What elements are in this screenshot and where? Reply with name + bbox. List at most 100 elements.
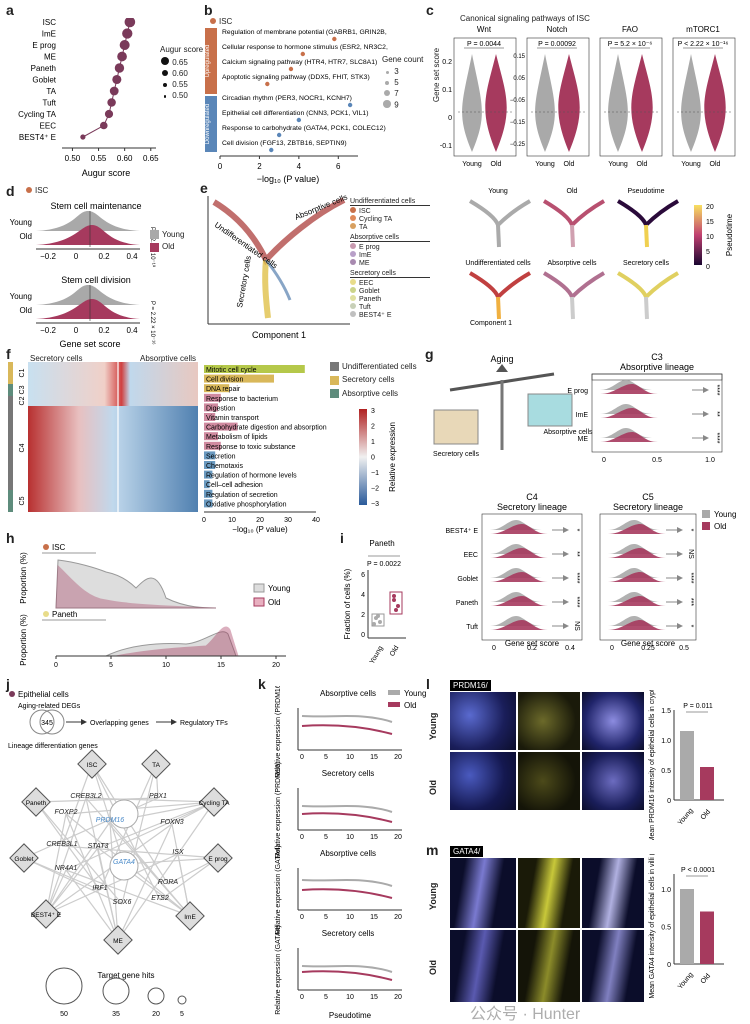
e-small-title: Undifferentiated cells xyxy=(465,260,531,267)
svg-text:0: 0 xyxy=(74,326,79,335)
svg-text:Pseudotime: Pseudotime xyxy=(725,213,734,256)
b-term: Cell division (FGF13, ZBTB16, SEPTIN9) xyxy=(222,140,347,147)
e-branch-minor xyxy=(264,259,292,301)
f-term: Response to toxic substance xyxy=(206,444,296,451)
svg-text:Young: Young xyxy=(268,584,290,593)
g-ridge-old xyxy=(490,524,548,534)
j-celltype-node xyxy=(203,843,233,873)
a-legend: Augur score 0.65 0.60 0.55 0.50 xyxy=(160,45,210,102)
svg-text:1.0: 1.0 xyxy=(705,457,715,464)
g-absorptive-cup xyxy=(527,393,573,427)
m-img-young-1 xyxy=(450,858,516,928)
j-tf-node: ISX xyxy=(172,849,184,856)
svg-text:15: 15 xyxy=(370,914,378,921)
svg-text:0.5: 0.5 xyxy=(661,925,671,932)
g-ridge-old xyxy=(608,548,666,558)
f-term: Oxidative phosphorylation xyxy=(206,501,287,508)
j-tf-node: CREB3L1 xyxy=(46,841,77,848)
bar-old xyxy=(700,767,714,800)
f-term: DNA repair xyxy=(206,386,241,393)
g-sig: **** xyxy=(573,573,580,584)
svg-text:EEC: EEC xyxy=(464,552,478,559)
svg-text:−3: −3 xyxy=(371,501,379,508)
f-bar xyxy=(204,374,274,383)
svg-text:Young: Young xyxy=(404,689,426,698)
svg-text:TA: TA xyxy=(152,762,160,769)
a-cell-label: ME xyxy=(44,53,56,62)
svg-text:10: 10 xyxy=(346,914,354,921)
svg-text:0: 0 xyxy=(300,994,304,1001)
b-term: Circadian rhythm (PER3, NOCR1, KCNH7) xyxy=(222,95,352,102)
l-img-young-1 xyxy=(450,692,516,750)
k-line-young xyxy=(301,965,393,973)
a-cell-label: Paneth xyxy=(31,64,56,73)
j-tf-node: PRDM16 xyxy=(96,817,125,824)
f-term: Cell–cell adhesion xyxy=(206,482,263,489)
svg-text:10: 10 xyxy=(162,662,170,669)
svg-text:Old: Old xyxy=(268,598,280,607)
svg-text:Component 1: Component 1 xyxy=(252,330,306,340)
svg-text:10: 10 xyxy=(346,834,354,841)
e-small-branch xyxy=(468,271,531,301)
b-dot xyxy=(265,81,270,87)
j-celltype-node xyxy=(31,899,61,929)
svg-text:Paneth: Paneth xyxy=(369,539,394,548)
g-chart: Aging Secretory cells Absorptive cells C3Ab… xyxy=(433,352,736,650)
a-cell-label: Goblet xyxy=(32,76,56,85)
svg-text:Old: Old xyxy=(491,161,502,168)
c-plot-title: FAO xyxy=(622,25,638,34)
svg-text:BEST4⁺ E: BEST4⁺ E xyxy=(446,528,479,535)
svg-text:1: 1 xyxy=(371,439,375,446)
e-small-title: Absorptive cells xyxy=(547,260,597,267)
svg-text:ImE: ImE xyxy=(576,412,589,419)
c-violin-young xyxy=(535,54,555,152)
j-celltype-node xyxy=(21,787,51,817)
svg-text:0.2: 0.2 xyxy=(527,645,537,650)
f-cluster-bar xyxy=(8,490,13,512)
bar-young xyxy=(680,731,694,800)
svg-text:Fraction of cells (%): Fraction of cells (%) xyxy=(343,568,352,639)
e-pseudotime-colorbar xyxy=(694,205,702,265)
g-sig: ** xyxy=(573,551,580,557)
g-ridge-old xyxy=(490,548,548,558)
svg-text:E prog: E prog xyxy=(567,388,588,395)
bar-young xyxy=(680,889,694,964)
svg-text:−2: −2 xyxy=(371,486,379,493)
m-img-young-3 xyxy=(582,858,644,928)
svg-text:Lineage differentiation genes: Lineage differentiation genes xyxy=(8,743,98,750)
d-density-old xyxy=(36,225,140,245)
svg-text:1.5: 1.5 xyxy=(661,708,671,715)
e-small-title: Pseudotime xyxy=(628,188,665,195)
m-img-old-2 xyxy=(518,930,580,1002)
c-ytick: 0.1 xyxy=(442,87,452,94)
panel-b-label: b xyxy=(204,2,213,18)
g-ridge-old xyxy=(490,596,548,606)
svg-text:Absorptive cells: Absorptive cells xyxy=(543,429,593,436)
svg-text:Old: Old xyxy=(710,161,721,168)
svg-text:C5: C5 xyxy=(642,492,654,502)
a-cell-label: BEST4⁺ E xyxy=(19,133,56,142)
panel-d-label: d xyxy=(6,183,15,199)
svg-text:0: 0 xyxy=(667,798,671,805)
e-legend-group: Undifferentiated cells xyxy=(350,198,430,206)
k-title: Absorptive cells xyxy=(320,689,376,698)
svg-text:0: 0 xyxy=(610,645,614,650)
a-tick: 0.65 xyxy=(143,154,159,163)
j-tf-node: CREB3L2 xyxy=(70,793,101,800)
f-cluster-bar xyxy=(8,396,13,406)
f-heatmap: C1 C3 C2 C4 C5 Mitotic cell cycle Cell divisio… xyxy=(8,362,327,534)
c-violin-old xyxy=(631,54,653,152)
f-secretory-label: Secretory cells xyxy=(30,354,83,363)
e-small-branch xyxy=(542,271,605,301)
svg-text:15: 15 xyxy=(217,662,225,669)
svg-text:10: 10 xyxy=(706,234,714,241)
svg-text:6: 6 xyxy=(361,572,365,579)
svg-text:20: 20 xyxy=(394,754,402,761)
j-count: 345 xyxy=(41,720,53,727)
c-p-value: P = 5.2 × 10⁻⁶ xyxy=(608,41,653,48)
b-term: Calcium signaling pathway (HTR4, HTR7, S… xyxy=(222,59,377,66)
h-paneth-old xyxy=(115,626,239,657)
svg-text:0: 0 xyxy=(300,834,304,841)
m-img-old-1 xyxy=(450,930,516,1002)
